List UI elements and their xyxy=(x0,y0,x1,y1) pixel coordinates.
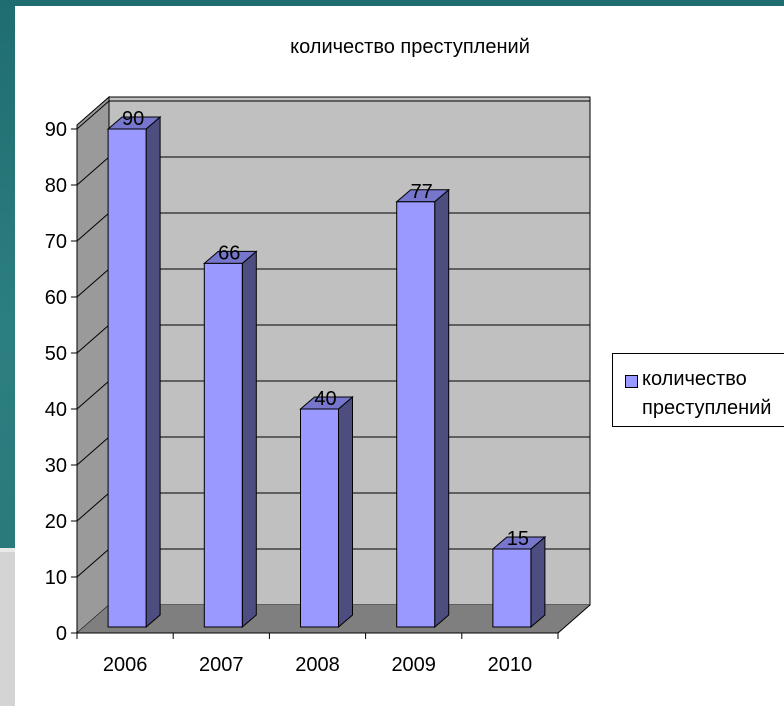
x-tick-label: 2006 xyxy=(103,654,148,676)
y-tick-label: 20 xyxy=(45,511,67,533)
y-tick-label: 10 xyxy=(45,567,67,589)
y-tick-label: 80 xyxy=(45,175,67,197)
bar xyxy=(396,201,436,628)
axes: 0 10 20 30 40 50 60 70 80 90 2006 2007 2008 2009 2010 xyxy=(45,119,591,676)
gridline xyxy=(76,100,590,130)
bar-side xyxy=(338,395,353,629)
bar xyxy=(203,262,243,628)
x-tick-label: 2007 xyxy=(199,654,244,676)
legend-label-line2: преступлений xyxy=(642,397,772,419)
legend-swatch xyxy=(625,375,638,388)
y-tick-label: 0 xyxy=(56,623,67,645)
bar xyxy=(492,548,532,628)
bar-side xyxy=(434,188,450,629)
slide-footer-panel xyxy=(0,548,15,706)
floor-edge xyxy=(557,604,591,634)
bar-side xyxy=(241,250,257,629)
data-label: 90 xyxy=(122,108,144,130)
labels: 90 66 40 77 15 xyxy=(122,108,529,550)
bars xyxy=(106,115,547,629)
chart-area: 0 10 20 30 40 50 60 70 80 90 2006 2007 2008 2009 2010 … xyxy=(15,6,784,706)
y-tick-label: 70 xyxy=(45,231,67,253)
legend-label-line1: количество xyxy=(642,368,747,390)
chart-title: количество преступлений xyxy=(290,36,530,58)
y-tick-label: 60 xyxy=(45,287,67,309)
data-label: 40 xyxy=(314,388,336,410)
x-tick-label: 2010 xyxy=(488,654,533,676)
bar xyxy=(300,408,339,628)
bar xyxy=(107,128,147,628)
y-tick-label: 50 xyxy=(45,343,67,365)
y-tick-label: 30 xyxy=(45,455,67,477)
data-label: 66 xyxy=(218,242,240,264)
y-tick-label: 40 xyxy=(45,399,67,421)
y-tick-label: 90 xyxy=(45,119,67,141)
legend: количество преступлений xyxy=(612,353,784,427)
data-label: 77 xyxy=(411,181,433,203)
bar-side xyxy=(530,535,546,629)
x-tick-label: 2008 xyxy=(295,654,340,676)
x-tick-label: 2009 xyxy=(391,654,436,676)
bar-side xyxy=(145,115,161,629)
data-label: 15 xyxy=(507,528,529,550)
